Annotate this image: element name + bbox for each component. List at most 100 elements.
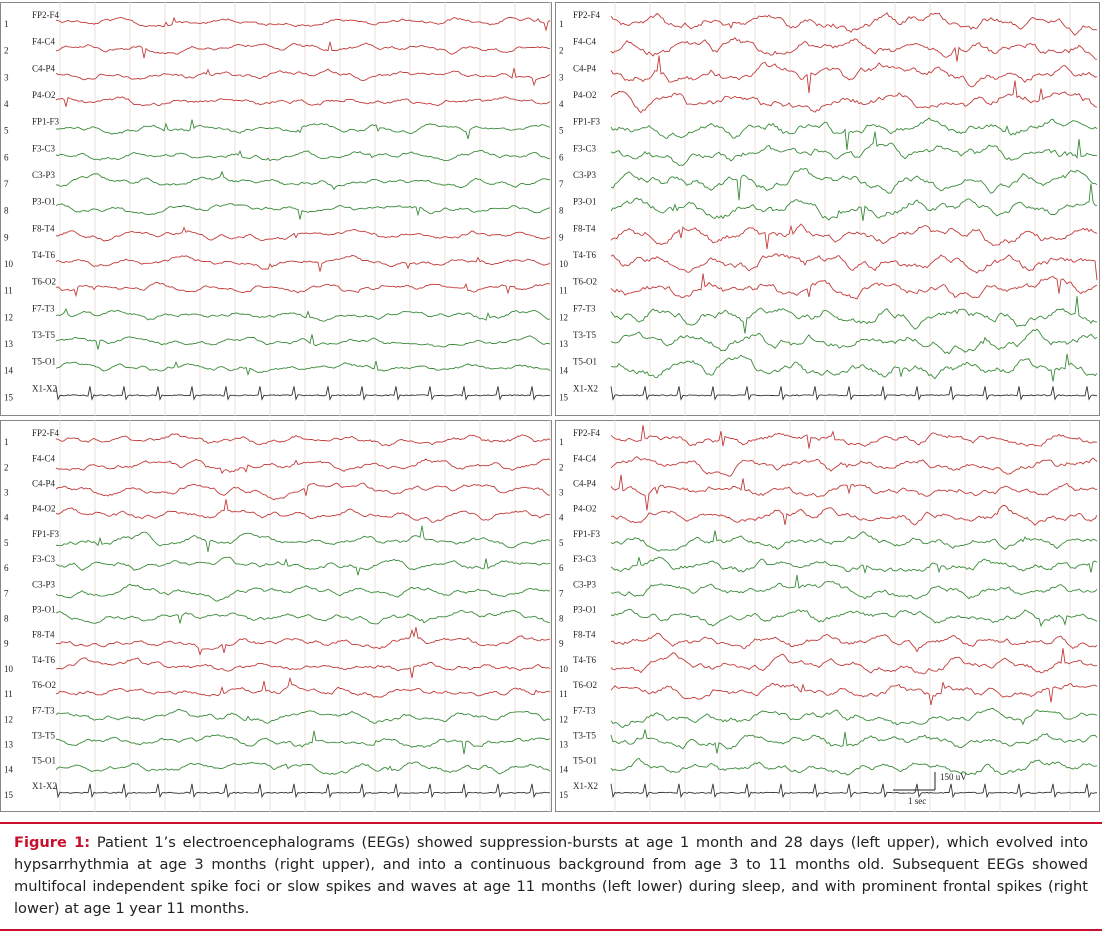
channel-number: 13: [4, 339, 14, 349]
eeg-trace: [610, 608, 1098, 628]
channel-number: 3: [4, 487, 9, 497]
channel-number: 12: [4, 312, 13, 322]
eeg-trace: [610, 131, 1098, 167]
channel-number: 10: [4, 664, 14, 674]
caption-label: Figure 1:: [14, 834, 91, 851]
eeg-trace: [610, 183, 1098, 222]
eeg-trace: [55, 308, 551, 322]
channel-number: 5: [4, 126, 9, 136]
channel-label: FP2-F4: [32, 10, 60, 20]
channel-label: P4-O2: [573, 90, 597, 100]
channel-label: P3-O1: [573, 197, 597, 207]
channel-label: FP1-F3: [32, 117, 60, 127]
caption-rule-bottom: [0, 929, 1102, 931]
channel-label: C4-P4: [32, 63, 56, 73]
channel-label: FP1-F3: [573, 117, 601, 127]
eeg-trace: [55, 730, 551, 755]
channel-number: 6: [4, 563, 9, 573]
eeg-trace: [610, 648, 1098, 675]
channel-label: C4-P4: [573, 478, 597, 488]
channel-label: T3-T5: [573, 730, 596, 740]
eeg-trace: [55, 761, 551, 775]
eeg-trace: [55, 657, 551, 678]
channel-number: 15: [559, 790, 569, 800]
eeg-trace: [55, 499, 550, 523]
channel-number: 7: [559, 588, 564, 598]
channel-label: T4-T6: [32, 250, 55, 260]
eeg-trace: [610, 474, 1098, 511]
eeg-trace: [55, 783, 551, 799]
eeg-trace: [610, 117, 1098, 150]
scale-amplitude: 150 uV: [940, 772, 967, 782]
eeg-trace: [610, 783, 1098, 799]
channel-label: T4-T6: [573, 250, 596, 260]
panel-frame: [555, 2, 1100, 416]
channel-number: 2: [4, 46, 9, 56]
channel-label: T5-O1: [573, 357, 597, 367]
eeg-trace: [610, 757, 1098, 776]
eeg-trace: [55, 386, 551, 401]
eeg-trace: [55, 525, 551, 552]
channel-number: 10: [559, 664, 569, 674]
channel-number: 4: [559, 513, 564, 523]
channel-number: 13: [4, 739, 14, 749]
channel-label: F4-C4: [573, 37, 597, 47]
eeg-trace: [55, 583, 551, 602]
channel-label: P3-O1: [32, 197, 56, 207]
channel-number: 8: [4, 206, 9, 216]
eeg-trace: [55, 482, 550, 501]
channel-label: F7-T3: [32, 705, 55, 715]
channel-number: 3: [4, 72, 9, 82]
channel-label: P3-O1: [573, 604, 597, 614]
panel-frame: [0, 2, 552, 416]
eeg-trace: [55, 203, 551, 220]
channel-number: 1: [4, 19, 9, 29]
channel-label: FP1-F3: [573, 529, 601, 539]
eeg-trace: [610, 632, 1098, 653]
channel-number: 11: [4, 689, 13, 699]
channel-label: T4-T6: [32, 655, 55, 665]
eeg-trace: [55, 433, 551, 447]
channel-number: 6: [559, 563, 564, 573]
channel-label: X1-X2: [32, 383, 57, 393]
eeg-trace: [55, 281, 551, 298]
channel-label: F8-T4: [573, 223, 596, 233]
channel-label: C3-P3: [573, 170, 597, 180]
eeg-trace: [610, 386, 1098, 401]
channel-label: FP2-F4: [32, 428, 60, 438]
caption-rule-top: [0, 822, 1102, 824]
channel-label: C3-P3: [32, 170, 56, 180]
channel-number: 5: [559, 126, 564, 136]
scale-time: 1 sec: [908, 796, 926, 806]
channel-label: X1-X2: [573, 781, 598, 791]
eeg-trace: [610, 574, 1098, 600]
channel-number: 12: [4, 714, 13, 724]
eeg-trace: [55, 119, 551, 140]
channel-number: 10: [559, 259, 569, 269]
eeg-trace: [610, 707, 1098, 729]
eeg-trace: [610, 296, 1098, 334]
channel-number: 10: [4, 259, 14, 269]
channel-number: 11: [559, 286, 568, 296]
eeg-trace: [610, 353, 1098, 382]
channel-number: 2: [559, 46, 564, 56]
channel-label: X1-X2: [573, 383, 598, 393]
channel-number: 15: [559, 392, 569, 402]
channel-label: F7-T3: [32, 303, 55, 313]
channel-label: FP1-F3: [32, 529, 60, 539]
channel-number: 15: [4, 790, 14, 800]
eeg-trace: [610, 273, 1098, 300]
channel-number: 14: [559, 765, 569, 775]
channel-number: 2: [559, 462, 564, 472]
channel-number: 9: [559, 639, 564, 649]
eeg-trace: [55, 170, 551, 191]
channel-number: 8: [559, 613, 564, 623]
channel-label: F8-T4: [32, 223, 55, 233]
channel-label: F4-C4: [32, 37, 56, 47]
caption: Figure 1: Patient 1’s electroencephalogr…: [14, 832, 1088, 920]
eeg-trace: [610, 37, 1098, 62]
channel-label: F4-C4: [573, 453, 597, 463]
channel-label: T3-T5: [32, 730, 55, 740]
channel-number: 4: [4, 513, 9, 523]
